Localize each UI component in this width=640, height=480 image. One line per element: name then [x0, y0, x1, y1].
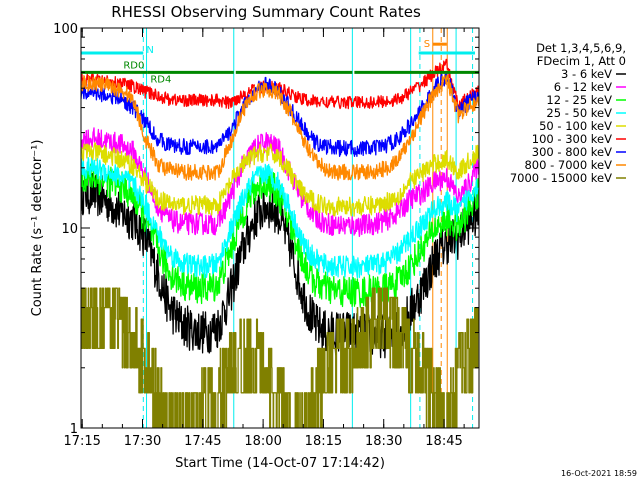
- x-tick-label: 17:30: [124, 434, 161, 449]
- legend-entry-50-100-kev: 50 - 100 keV: [539, 119, 612, 133]
- chart-title: RHESSI Observing Summary Count Rates: [111, 3, 421, 21]
- x-tick-label: 18:45: [425, 434, 462, 449]
- x-tick-label: 17:45: [184, 434, 221, 449]
- plot-content: RD0 RD4 N S: [81, 28, 479, 428]
- series-line-3-6-kev: [81, 170, 479, 359]
- x-tick-label: 18:30: [365, 434, 402, 449]
- orbit-label-rd4: RD4: [150, 74, 171, 85]
- legend-entry-7000-15000-kev: 7000 - 15000 keV: [510, 171, 612, 185]
- legend: Det 1,3,4,5,6,9,FDecim 1, Att 03 - 6 keV…: [510, 41, 626, 185]
- legend-entry-100-300-kev: 100 - 300 keV: [532, 132, 612, 146]
- series-line-50-100-kev: [81, 142, 479, 217]
- x-tick-label: 18:00: [244, 434, 281, 449]
- legend-entry-25-50-kev: 25 - 50 keV: [546, 106, 612, 120]
- legend-entry-300-800-kev: 300 - 800 keV: [532, 145, 612, 159]
- x-tick-label: 18:15: [305, 434, 342, 449]
- x-tick-label: 17:15: [63, 434, 100, 449]
- y-tick-label: 1: [70, 422, 78, 437]
- y-axis-label: Count Rate (s⁻¹ detector⁻¹): [30, 140, 45, 317]
- legend-entry-800-7000-kev: 800 - 7000 keV: [524, 158, 612, 172]
- orbit-label-rd0: RD0: [123, 60, 144, 71]
- orbit-label-n: N: [146, 45, 153, 56]
- legend-header-2: FDecim 1, Att 0: [537, 54, 626, 68]
- axis-ticks: 17:15 17:30 17:45 18:00 18:15 18:30 18:45 1 10 10…: [53, 22, 479, 449]
- x-axis-label: Start Time (14-Oct-07 17:14:42): [175, 456, 385, 471]
- legend-entry-12-25-kev: 12 - 25 keV: [546, 93, 612, 107]
- series-line-7000-15000-kev: [81, 287, 479, 428]
- series-line-25-50-kev: [81, 156, 479, 279]
- data-layer: [81, 28, 479, 428]
- y-tick-label: 10: [61, 222, 78, 237]
- legend-entry-6-12-kev: 6 - 12 keV: [554, 80, 612, 94]
- legend-header-1: Det 1,3,4,5,6,9,: [536, 41, 626, 55]
- orbit-label-s: S: [424, 39, 430, 50]
- series-line-800-7000-kev: [81, 74, 479, 181]
- footer-timestamp: 16-Oct-2021 18:59: [561, 469, 637, 478]
- y-tick-label: 100: [53, 22, 78, 37]
- series-line-100-300-kev: [81, 58, 479, 112]
- legend-entry-3-6-kev: 3 - 6 keV: [561, 67, 612, 81]
